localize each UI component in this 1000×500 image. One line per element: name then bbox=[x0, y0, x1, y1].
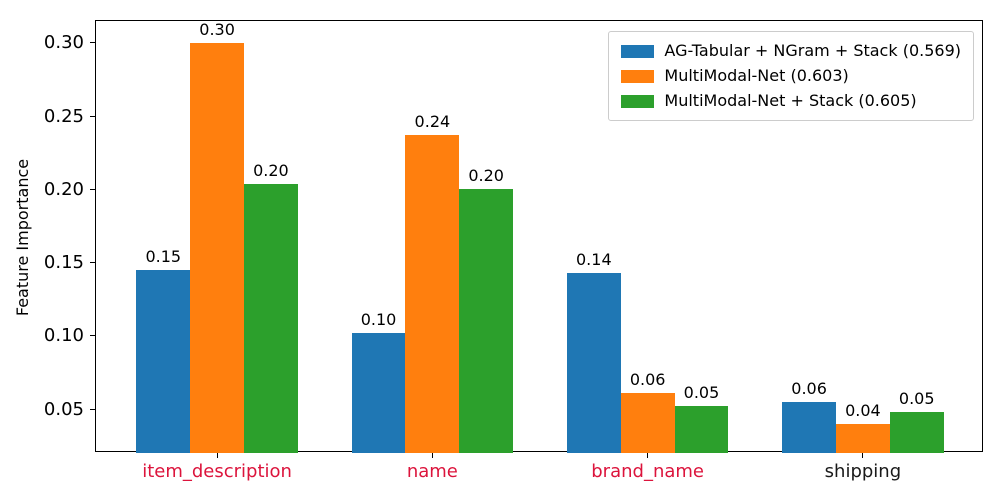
bar-value-label: 0.24 bbox=[414, 112, 451, 132]
y-tick-label: 0.15 bbox=[43, 252, 84, 274]
x-tick-label: name bbox=[406, 461, 458, 482]
legend-label: MultiModal-Net + Stack (0.605) bbox=[664, 91, 917, 110]
y-tick-mark bbox=[90, 42, 96, 44]
legend-swatch-icon bbox=[621, 69, 655, 83]
bar-value-label: 0.04 bbox=[845, 400, 881, 420]
legend-item: AG-Tabular + NGram + Stack (0.569) bbox=[621, 41, 961, 61]
bar-value-label: 0.05 bbox=[898, 388, 935, 408]
bar-value-label: 0.05 bbox=[683, 383, 720, 403]
y-tick-label: 0.20 bbox=[43, 178, 84, 200]
legend-swatch-icon bbox=[621, 44, 655, 58]
legend-label: MultiModal-Net (0.603) bbox=[664, 66, 849, 85]
x-tick-mark bbox=[431, 453, 433, 458]
x-tick-label: item_description bbox=[142, 461, 292, 482]
bar bbox=[674, 406, 729, 453]
legend-label: AG-Tabular + NGram + Stack (0.569) bbox=[664, 41, 961, 60]
bar bbox=[836, 423, 890, 453]
x-tick-mark bbox=[862, 453, 864, 458]
bar bbox=[351, 332, 406, 453]
y-tick-mark bbox=[90, 115, 96, 117]
x-tick-label: brand_name bbox=[591, 461, 704, 482]
y-tick-label: 0.30 bbox=[43, 32, 84, 54]
legend: AG-Tabular + NGram + Stack (0.569) MultiM… bbox=[608, 31, 974, 121]
bar bbox=[136, 269, 191, 453]
bar bbox=[190, 42, 244, 453]
legend-item: MultiModal-Net (0.603) bbox=[621, 66, 961, 86]
bar bbox=[889, 411, 944, 453]
y-tick-mark bbox=[90, 188, 96, 190]
y-tick-mark bbox=[90, 262, 96, 264]
bar bbox=[405, 135, 460, 453]
bar-value-label: 0.20 bbox=[253, 160, 289, 180]
bar-value-label: 0.06 bbox=[629, 369, 666, 389]
y-tick-mark bbox=[90, 335, 96, 337]
y-tick-label: 0.05 bbox=[43, 398, 84, 420]
bar bbox=[620, 392, 675, 453]
bar-value-label: 0.10 bbox=[360, 309, 397, 329]
x-tick-mark bbox=[647, 453, 649, 458]
bar-value-label: 0.06 bbox=[791, 378, 827, 398]
bar bbox=[782, 401, 836, 453]
y-axis-label-column: Feature Importance bbox=[12, 21, 34, 453]
plot-area: Feature Importance AG-Tabular + NGram + … bbox=[14, 19, 983, 482]
legend-item: MultiModal-Net + Stack (0.605) bbox=[621, 91, 961, 111]
y-tick-mark bbox=[90, 408, 96, 410]
bar bbox=[566, 272, 621, 453]
x-tick-mark bbox=[216, 453, 218, 458]
bar-value-label: 0.14 bbox=[576, 249, 612, 269]
bar bbox=[244, 183, 298, 453]
bar-value-label: 0.15 bbox=[145, 246, 182, 266]
y-tick-label: 0.25 bbox=[43, 105, 84, 127]
x-tick-label: shipping bbox=[824, 461, 902, 482]
bar-value-label: 0.20 bbox=[468, 166, 504, 186]
bar-value-label: 0.30 bbox=[199, 19, 235, 39]
bar bbox=[459, 189, 514, 453]
y-tick-label: 0.10 bbox=[43, 325, 84, 347]
legend-swatch-icon bbox=[621, 94, 655, 108]
